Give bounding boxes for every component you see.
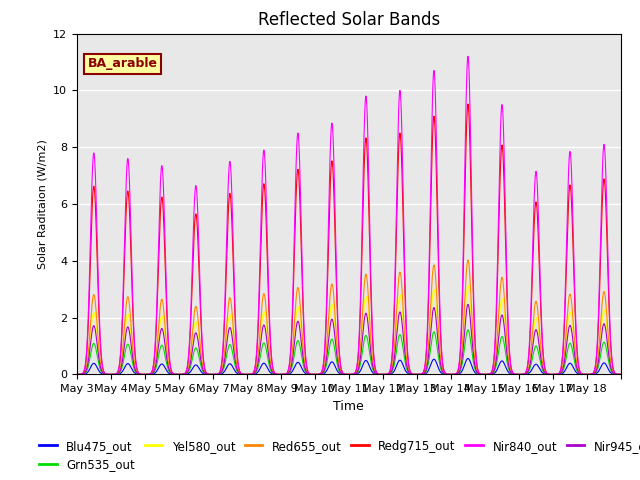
Blu475_out bbox=[610, 371, 618, 377]
Blu475_out bbox=[381, 372, 389, 377]
Redg715_out bbox=[513, 372, 521, 377]
Grn535_out bbox=[73, 372, 81, 377]
Redg715_out bbox=[381, 372, 389, 377]
Blu475_out bbox=[513, 372, 521, 377]
Legend: Blu475_out, Grn535_out, Yel580_out, Red655_out, Redg715_out, Nir840_out, Nir945_: Blu475_out, Grn535_out, Yel580_out, Red6… bbox=[35, 435, 640, 476]
Nir945_out bbox=[245, 372, 253, 377]
Redg715_out bbox=[544, 371, 552, 377]
Nir945_out bbox=[464, 301, 472, 307]
Blu475_out bbox=[245, 372, 253, 377]
Text: BA_arable: BA_arable bbox=[88, 58, 157, 71]
Line: Nir945_out: Nir945_out bbox=[77, 304, 621, 374]
Grn535_out bbox=[544, 372, 552, 377]
Yel580_out bbox=[464, 282, 472, 288]
Red655_out bbox=[175, 372, 182, 377]
Nir840_out bbox=[617, 372, 625, 377]
Grn535_out bbox=[513, 372, 521, 377]
Redg715_out bbox=[127, 257, 135, 263]
Title: Reflected Solar Bands: Reflected Solar Bands bbox=[258, 11, 440, 29]
Nir945_out bbox=[610, 371, 618, 376]
Grn535_out bbox=[617, 372, 625, 377]
Yel580_out bbox=[127, 334, 135, 340]
Redg715_out bbox=[175, 372, 182, 377]
Nir945_out bbox=[127, 342, 135, 348]
Blu475_out bbox=[544, 372, 552, 377]
Blu475_out bbox=[73, 372, 81, 377]
Red655_out bbox=[381, 372, 389, 377]
Nir840_out bbox=[127, 237, 135, 243]
Yel580_out bbox=[175, 372, 182, 377]
Nir840_out bbox=[610, 367, 618, 372]
Nir840_out bbox=[381, 372, 389, 377]
Line: Blu475_out: Blu475_out bbox=[77, 359, 621, 374]
Red655_out bbox=[464, 257, 472, 263]
Nir840_out bbox=[73, 372, 81, 377]
Redg715_out bbox=[610, 367, 618, 373]
Red655_out bbox=[610, 370, 618, 375]
Red655_out bbox=[127, 323, 135, 329]
Yel580_out bbox=[381, 372, 389, 377]
Grn535_out bbox=[464, 327, 472, 333]
Line: Red655_out: Red655_out bbox=[77, 260, 621, 374]
Blu475_out bbox=[127, 365, 135, 371]
Nir945_out bbox=[513, 372, 521, 377]
Redg715_out bbox=[73, 372, 81, 377]
Redg715_out bbox=[245, 372, 253, 377]
Nir840_out bbox=[513, 372, 521, 377]
Nir945_out bbox=[544, 372, 552, 377]
Line: Redg715_out: Redg715_out bbox=[77, 104, 621, 374]
Redg715_out bbox=[617, 372, 625, 377]
Grn535_out bbox=[175, 372, 182, 377]
X-axis label: Time: Time bbox=[333, 400, 364, 413]
Red655_out bbox=[513, 372, 521, 377]
Blu475_out bbox=[464, 356, 472, 361]
Yel580_out bbox=[513, 372, 521, 377]
Nir840_out bbox=[544, 371, 552, 377]
Blu475_out bbox=[617, 372, 625, 377]
Yel580_out bbox=[617, 372, 625, 377]
Yel580_out bbox=[610, 370, 618, 376]
Nir945_out bbox=[175, 372, 182, 377]
Line: Nir840_out: Nir840_out bbox=[77, 56, 621, 374]
Grn535_out bbox=[610, 371, 618, 377]
Nir840_out bbox=[245, 372, 253, 377]
Line: Yel580_out: Yel580_out bbox=[77, 285, 621, 374]
Blu475_out bbox=[175, 372, 182, 377]
Grn535_out bbox=[381, 372, 389, 377]
Yel580_out bbox=[544, 372, 552, 377]
Yel580_out bbox=[73, 372, 81, 377]
Nir840_out bbox=[175, 372, 182, 377]
Nir840_out bbox=[464, 53, 472, 59]
Y-axis label: Solar Raditaion (W/m2): Solar Raditaion (W/m2) bbox=[37, 139, 47, 269]
Line: Grn535_out: Grn535_out bbox=[77, 330, 621, 374]
Red655_out bbox=[245, 372, 253, 377]
Nir945_out bbox=[381, 372, 389, 377]
Red655_out bbox=[617, 372, 625, 377]
Grn535_out bbox=[245, 372, 253, 377]
Nir945_out bbox=[73, 372, 81, 377]
Red655_out bbox=[544, 372, 552, 377]
Red655_out bbox=[73, 372, 81, 377]
Yel580_out bbox=[245, 372, 253, 377]
Nir945_out bbox=[617, 372, 625, 377]
Redg715_out bbox=[464, 101, 472, 107]
Grn535_out bbox=[127, 353, 135, 359]
